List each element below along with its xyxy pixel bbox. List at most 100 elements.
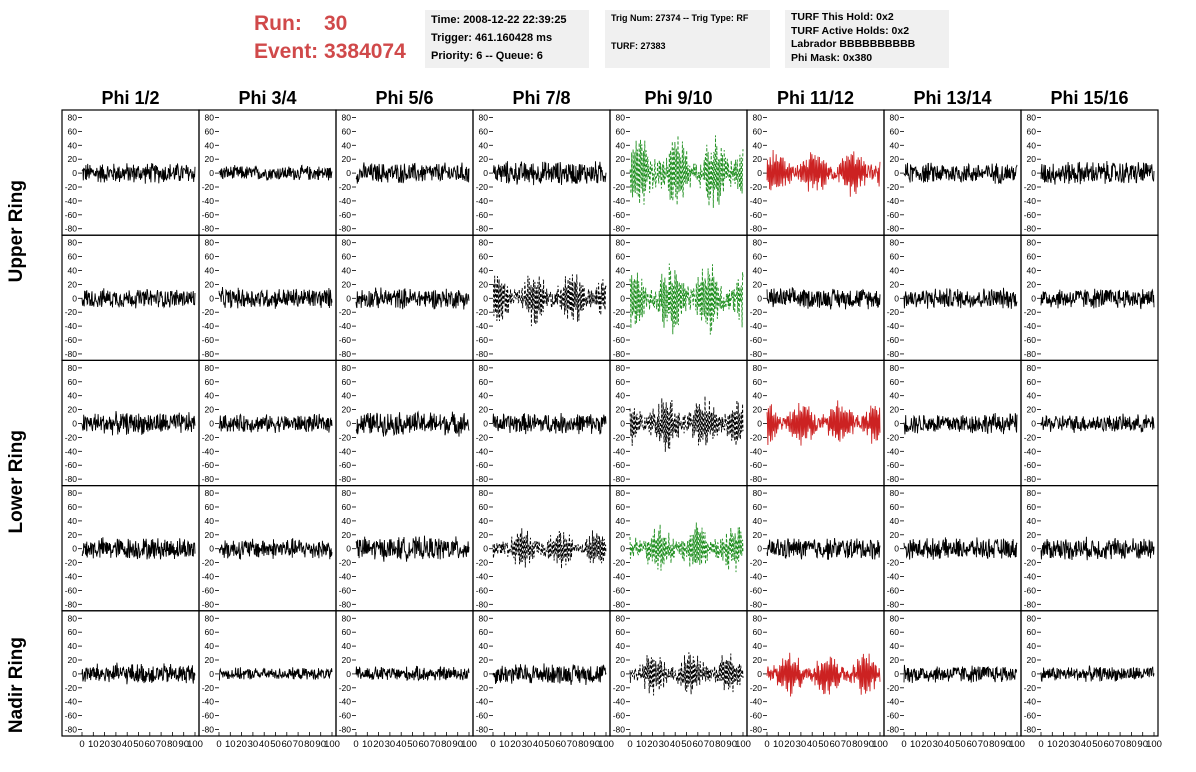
y-tick-label: 0 [894,419,899,429]
y-tick-label: -20 [1024,432,1037,442]
waveform-trace [218,164,333,181]
x-tick-label: 60 [419,739,430,750]
y-tick-label: 0 [620,293,625,303]
y-tick-label: -20 [613,432,626,442]
y-tick-label: 20 [616,405,626,415]
x-tick-label: 20 [236,739,247,750]
y-tick-label: 40 [342,641,352,651]
x-tick-label: 80 [852,739,863,750]
y-tick-label: 60 [205,377,215,387]
y-tick-label: 80 [1027,112,1037,122]
y-tick-label: 0 [346,544,351,554]
x-tick-label: 60 [556,739,567,750]
y-tick-label: -40 [339,446,352,456]
y-tick-label: -40 [1024,446,1037,456]
y-tick-label: -20 [887,182,900,192]
y-tick-label: 0 [894,168,899,178]
x-tick-label: 10 [88,739,99,750]
x-tick-label: 0 [901,739,906,750]
y-tick-label: 40 [1027,641,1037,651]
y-tick-label: 20 [68,154,78,164]
y-tick-label: -60 [65,711,78,721]
y-tick-label: -40 [1024,572,1037,582]
y-tick-label: -60 [476,711,489,721]
y-tick-label: -60 [750,210,763,220]
y-tick-label: -80 [887,224,900,234]
y-tick-label: -60 [339,335,352,345]
y-tick-label: 20 [68,405,78,415]
y-tick-label: 60 [753,252,763,262]
y-tick-label: 60 [68,252,78,262]
y-tick-label: 20 [753,530,763,540]
x-tick-label: 20 [784,739,795,750]
y-tick-label: 80 [479,112,489,122]
y-tick-label: 20 [753,655,763,665]
y-tick-label: 80 [342,363,352,373]
x-tick-label: 20 [647,739,658,750]
y-tick-label: 40 [1027,140,1037,150]
y-tick-label: 0 [72,419,77,429]
column-header: Phi 13/14 [913,88,991,108]
y-tick-label: 60 [205,502,215,512]
x-tick-label: 90 [589,739,600,750]
y-tick-label: -60 [887,210,900,220]
y-tick-label: 40 [342,265,352,275]
y-tick-label: 40 [205,140,215,150]
column-header: Phi 1/2 [101,88,159,108]
y-tick-label: 80 [342,488,352,498]
y-tick-label: 0 [1031,669,1036,679]
y-tick-label: -80 [750,599,763,609]
y-tick-label: 80 [205,363,215,373]
y-tick-label: 20 [342,279,352,289]
x-tick-label: 40 [396,739,407,750]
y-tick-label: -60 [202,210,215,220]
y-tick-label: -80 [339,599,352,609]
y-tick-label: 80 [68,613,78,623]
x-tick-label: 70 [1115,739,1126,750]
x-tick-label: 40 [533,739,544,750]
y-tick-label: 20 [68,279,78,289]
waveform-trace [629,396,744,452]
y-tick-label: 0 [757,669,762,679]
y-tick-label: -20 [613,683,626,693]
x-tick-label: 100 [461,739,477,750]
y-tick-label: 80 [753,112,763,122]
y-tick-label: 20 [1027,405,1037,415]
y-tick-label: -20 [887,558,900,568]
y-tick-label: 40 [616,516,626,526]
y-tick-label: -80 [1024,349,1037,359]
y-tick-label: 80 [753,488,763,498]
y-tick-label: -40 [476,196,489,206]
y-tick-label: -80 [1024,599,1037,609]
y-tick-label: -20 [476,683,489,693]
y-tick-label: 80 [1027,613,1037,623]
column-header: Phi 5/6 [375,88,433,108]
y-tick-label: -40 [1024,697,1037,707]
y-tick-label: 80 [890,613,900,623]
y-tick-label: -20 [1024,307,1037,317]
x-tick-label: 70 [567,739,578,750]
y-tick-label: -80 [339,349,352,359]
y-tick-label: -80 [887,599,900,609]
y-tick-label: -80 [202,599,215,609]
y-tick-label: -80 [65,474,78,484]
y-tick-label: -80 [65,224,78,234]
y-tick-label: 60 [1027,627,1037,637]
y-tick-label: -40 [613,697,626,707]
y-tick-label: -20 [476,307,489,317]
y-tick-label: -80 [339,224,352,234]
y-tick-label: -20 [339,683,352,693]
y-tick-label: -80 [1024,474,1037,484]
y-tick-label: 80 [753,363,763,373]
y-tick-label: 60 [753,627,763,637]
y-tick-label: -40 [1024,321,1037,331]
x-tick-label: 10 [773,739,784,750]
y-tick-label: 0 [757,544,762,554]
y-tick-label: -20 [65,432,78,442]
y-tick-label: 60 [890,502,900,512]
x-tick-label: 0 [627,739,632,750]
y-tick-label: 20 [753,405,763,415]
y-tick-label: 40 [890,516,900,526]
y-tick-label: -80 [613,349,626,359]
y-tick-label: 40 [479,391,489,401]
